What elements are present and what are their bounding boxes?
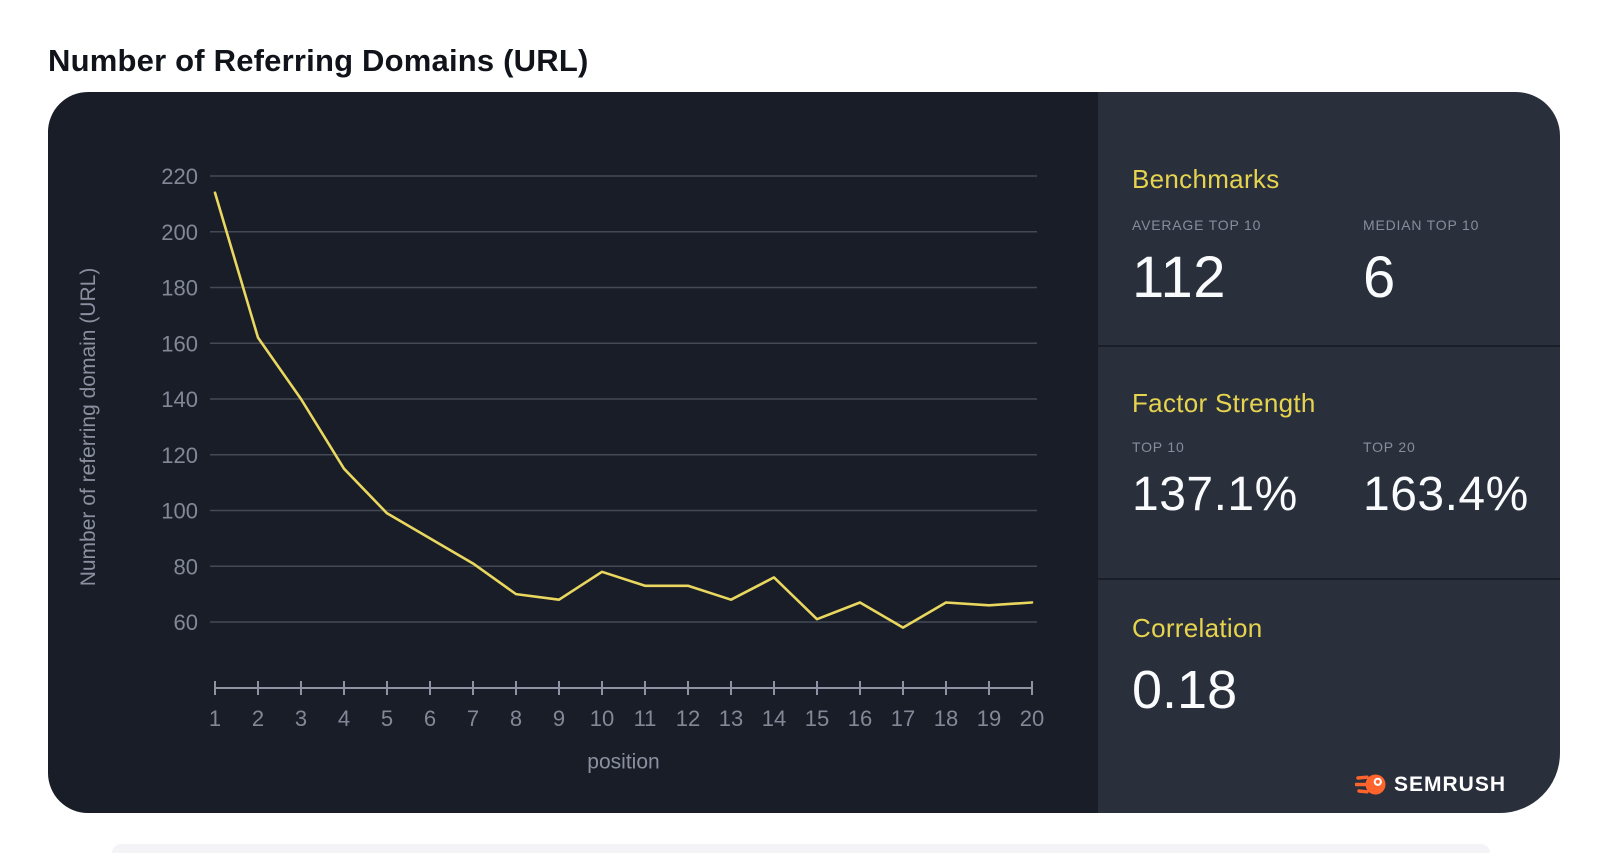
x-tick-label: 15 (805, 706, 829, 731)
x-tick-label: 11 (634, 706, 657, 731)
x-tick-label: 19 (977, 706, 1001, 731)
stat-value: 163.4% (1363, 468, 1529, 521)
x-tick-label: 4 (338, 706, 350, 731)
benchmarks-section: Benchmarks AVERAGE TOP 10 112 MEDIAN TOP… (1098, 92, 1560, 345)
y-tick-label: 220 (161, 164, 198, 189)
stat-label: TOP 20 (1363, 439, 1416, 455)
x-tick-label: 7 (467, 706, 479, 731)
x-tick-label: 9 (553, 706, 565, 731)
factor-strength-section: Factor Strength TOP 10 137.1% TOP 20 163… (1098, 345, 1560, 578)
x-tick-label: 8 (510, 706, 522, 731)
stat-median-top10: MEDIAN TOP 10 6 (1363, 218, 1560, 307)
y-tick-label: 120 (161, 443, 198, 468)
x-tick-label: 3 (295, 706, 307, 731)
y-tick-label: 200 (161, 220, 198, 245)
page-title: Number of Referring Domains (URL) (48, 42, 589, 78)
stat-value: 6 (1363, 245, 1396, 310)
x-tick-label: 17 (891, 706, 915, 731)
benchmarks-stats-row: AVERAGE TOP 10 112 MEDIAN TOP 10 6 (1132, 218, 1560, 307)
x-tick-label: 10 (590, 706, 614, 731)
stat-top20: TOP 20 163.4% (1363, 440, 1560, 519)
x-tick-label: 13 (719, 706, 743, 731)
y-tick-label: 180 (161, 276, 198, 301)
x-tick-label: 1 (209, 706, 221, 731)
side-panel: Benchmarks AVERAGE TOP 10 112 MEDIAN TOP… (1098, 92, 1560, 813)
x-tick-label: 6 (424, 706, 436, 731)
x-tick-label: 12 (676, 706, 700, 731)
y-tick-label: 60 (174, 610, 198, 635)
correlation-section: Correlation 0.18 SEMRUSH (1098, 578, 1560, 813)
y-tick-label: 80 (174, 554, 198, 579)
y-tick-label: 100 (161, 499, 198, 524)
stat-value: 137.1% (1132, 468, 1298, 521)
x-tick-label: 14 (762, 706, 786, 731)
x-tick-label: 16 (848, 706, 872, 731)
x-tick-label: 18 (934, 706, 958, 731)
semrush-logo-text: SEMRUSH (1393, 773, 1506, 796)
stat-label: MEDIAN TOP 10 (1363, 217, 1480, 233)
factor-strength-heading: Factor Strength (1132, 388, 1316, 418)
y-tick-label: 140 (161, 387, 198, 412)
correlation-value: 0.18 (1132, 660, 1238, 720)
factor-strength-stats-row: TOP 10 137.1% TOP 20 163.4% (1132, 440, 1560, 519)
stat-top10: TOP 10 137.1% (1132, 440, 1363, 519)
stat-label: AVERAGE TOP 10 (1132, 217, 1262, 233)
x-axis-title: position (587, 750, 659, 773)
line-series (213, 191, 1034, 629)
semrush-flame-icon (1354, 774, 1386, 795)
x-tick-label: 5 (381, 706, 393, 731)
next-card-top-edge (112, 844, 1490, 853)
stat-value: 112 (1132, 245, 1226, 310)
x-tick-label: 20 (1020, 706, 1044, 731)
stat-average-top10: AVERAGE TOP 10 112 (1132, 218, 1363, 307)
correlation-heading: Correlation (1132, 613, 1263, 643)
y-tick-label: 160 (161, 331, 198, 356)
y-axis-title: Number of referring domain (URL) (77, 268, 100, 587)
x-tick-label: 2 (252, 706, 264, 731)
stat-label: TOP 10 (1132, 439, 1185, 455)
chart-section: 220 200 180 160 140 120 100 80 60 1 2 3 4 5 6 7 8 9 10 11 12… (48, 92, 1098, 813)
benchmarks-heading: Benchmarks (1132, 164, 1280, 194)
semrush-logo: SEMRUSH (1354, 771, 1506, 799)
report-card: 220 200 180 160 140 120 100 80 60 1 2 3 4 5 6 7 8 9 10 11 12… (48, 92, 1560, 813)
